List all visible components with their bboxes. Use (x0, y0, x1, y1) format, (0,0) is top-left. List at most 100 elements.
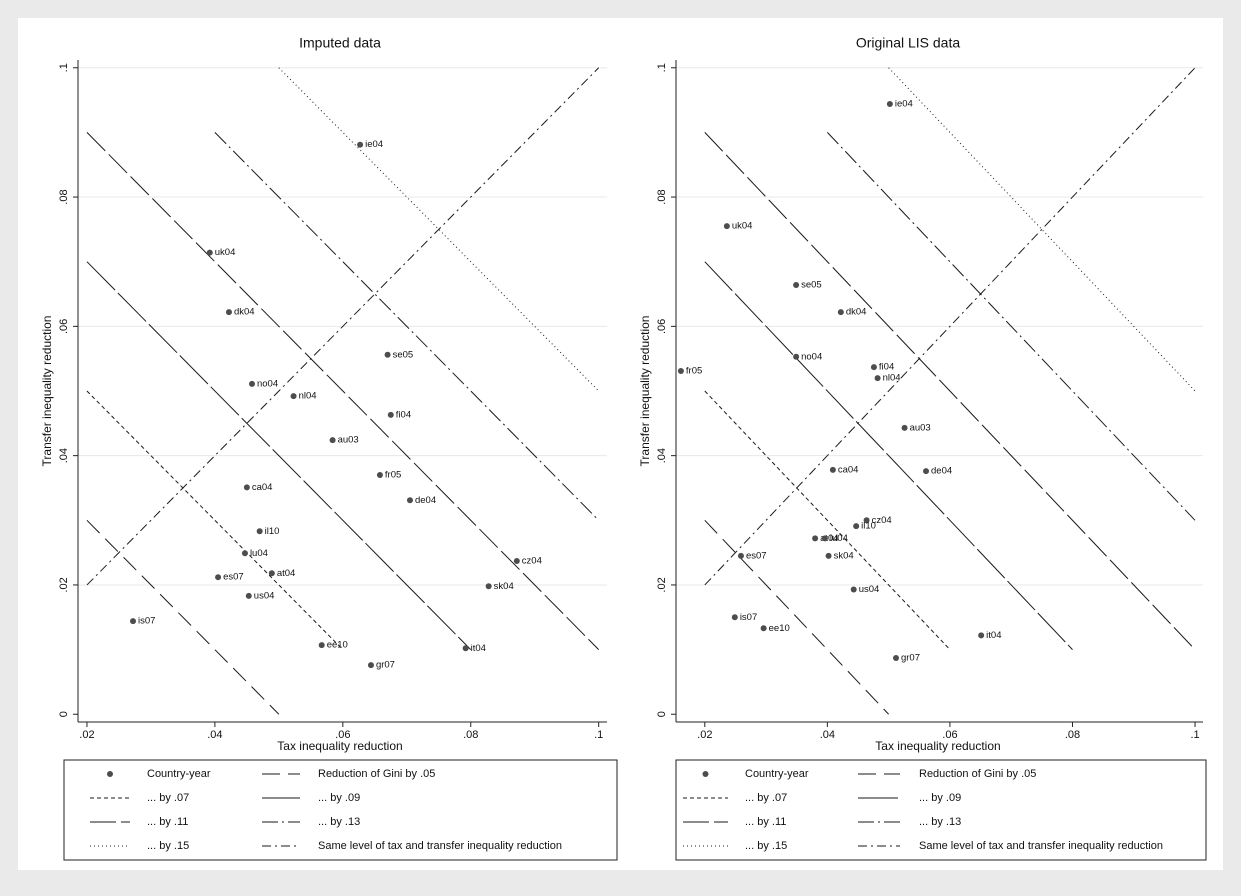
point-label: no04 (801, 351, 822, 362)
x-tick-label: .06 (335, 729, 350, 741)
point-label: dk04 (846, 307, 867, 318)
point-label: ca04 (252, 482, 273, 493)
point (923, 468, 930, 475)
x-tick-label: .04 (207, 729, 222, 741)
reference-line (704, 390, 951, 650)
point (256, 528, 263, 535)
x-tick-label: .1 (1190, 729, 1199, 741)
point (677, 367, 684, 374)
legend-label: ... by .09 (318, 792, 360, 804)
legend-label: Reduction of Gini by .05 (919, 768, 1036, 780)
y-tick-label: 0 (656, 711, 668, 717)
point (245, 592, 252, 599)
reference-line (704, 132, 1196, 650)
legend-label: Reduction of Gini by .05 (318, 768, 435, 780)
reference-line (86, 519, 280, 715)
x-tick-label: .08 (463, 729, 478, 741)
point (760, 625, 767, 632)
point-label: il10 (861, 521, 876, 532)
point (225, 309, 232, 316)
point (384, 351, 391, 358)
legend-label: ... by .11 (745, 816, 786, 828)
point-label: ee10 (327, 640, 348, 651)
y-tick-label: .04 (58, 448, 70, 463)
point-label: se05 (801, 279, 822, 290)
point-label: ee10 (769, 623, 790, 634)
point (268, 570, 275, 577)
reference-line (704, 261, 1073, 650)
point (863, 517, 870, 524)
point-label: uk04 (732, 221, 753, 232)
point (357, 141, 364, 148)
point-label: nl04 (883, 373, 901, 384)
point (387, 411, 394, 418)
point (837, 309, 844, 316)
point (737, 552, 744, 559)
point-label: nl04 (299, 391, 317, 402)
point-label: il10 (265, 526, 280, 537)
x-tick-label: .04 (820, 729, 835, 741)
point-label: cz04 (872, 515, 892, 526)
point (723, 223, 730, 230)
point-label: ie04 (365, 139, 383, 150)
point (376, 472, 383, 479)
point-label: sk04 (494, 581, 514, 592)
point-label: lu04 (250, 548, 268, 559)
legend-label: Same level of tax and transfer inequalit… (318, 840, 562, 852)
point (248, 380, 255, 387)
legend-box (63, 759, 618, 861)
x-tick-label: .02 (697, 729, 712, 741)
point-label: gr07 (376, 660, 395, 671)
x-axis-title: Tax inequality reduction (277, 739, 402, 753)
point (892, 654, 899, 661)
reference-line (86, 261, 472, 650)
legend-label: ... by .11 (147, 816, 188, 828)
y-tick-label: .08 (656, 189, 668, 204)
point-label: ca04 (838, 464, 859, 475)
legend-box (675, 759, 1207, 861)
point-label: uk04 (215, 247, 236, 258)
reference-line (86, 67, 600, 586)
legend-label: ... by .15 (745, 840, 787, 852)
point-label: is07 (138, 616, 155, 627)
point-label: cz04 (522, 556, 542, 567)
chart-title: Original LIS data (856, 35, 960, 51)
point (978, 632, 985, 639)
legend-symbol (702, 771, 709, 777)
legend-label: ... by .07 (147, 792, 189, 804)
y-tick-label: .1 (656, 63, 668, 72)
point-label: us04 (859, 584, 880, 595)
point-label: fr05 (686, 365, 702, 376)
reference-line (704, 519, 890, 715)
point-label: de04 (931, 466, 952, 477)
legend-label: ... by .07 (745, 792, 787, 804)
y-tick-label: .08 (58, 189, 70, 204)
legend-label: Same level of tax and transfer inequalit… (919, 840, 1163, 852)
reference-line (86, 390, 344, 650)
point-label: es07 (223, 572, 244, 583)
point-label: se05 (393, 349, 414, 360)
point (793, 281, 800, 288)
point (886, 100, 893, 107)
point (329, 437, 336, 444)
legend-symbol (107, 771, 113, 777)
point (513, 558, 520, 565)
point-label: no04 (257, 378, 278, 389)
y-tick-label: 0 (58, 711, 70, 717)
x-tick-label: .08 (1065, 729, 1080, 741)
point-label: it04 (986, 630, 1001, 641)
point-label: lu04 (830, 533, 848, 544)
reference-line (826, 132, 1196, 521)
y-axis-title: Transfer inequality reduction (40, 316, 54, 467)
point (406, 497, 413, 504)
point (850, 586, 857, 593)
point (874, 375, 881, 382)
reference-line (214, 132, 600, 521)
legend-label: Country-year (745, 768, 809, 780)
x-tick-label: .02 (79, 729, 94, 741)
y-tick-label: .04 (656, 448, 668, 463)
point-label: at04 (277, 568, 296, 579)
point (853, 523, 860, 530)
point-label: us04 (254, 590, 275, 601)
